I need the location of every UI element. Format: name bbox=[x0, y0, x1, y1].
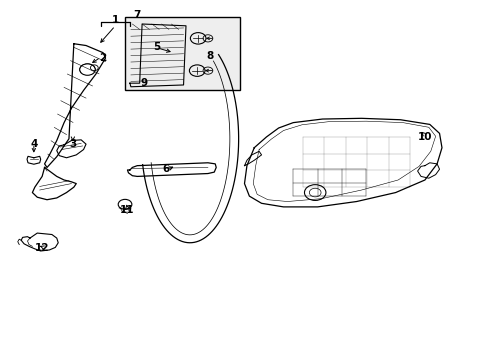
Text: 9: 9 bbox=[141, 78, 148, 88]
Bar bbox=[125, 17, 239, 90]
Text: 7: 7 bbox=[133, 10, 141, 20]
Text: 5: 5 bbox=[153, 42, 160, 52]
Text: 2: 2 bbox=[99, 53, 106, 63]
Text: 12: 12 bbox=[35, 243, 49, 253]
Text: 10: 10 bbox=[417, 132, 431, 142]
Text: 4: 4 bbox=[30, 139, 38, 149]
Text: 1: 1 bbox=[111, 15, 119, 26]
Text: 8: 8 bbox=[206, 51, 214, 61]
Text: 11: 11 bbox=[120, 206, 135, 216]
Text: 6: 6 bbox=[163, 164, 170, 174]
Text: 3: 3 bbox=[69, 139, 76, 149]
